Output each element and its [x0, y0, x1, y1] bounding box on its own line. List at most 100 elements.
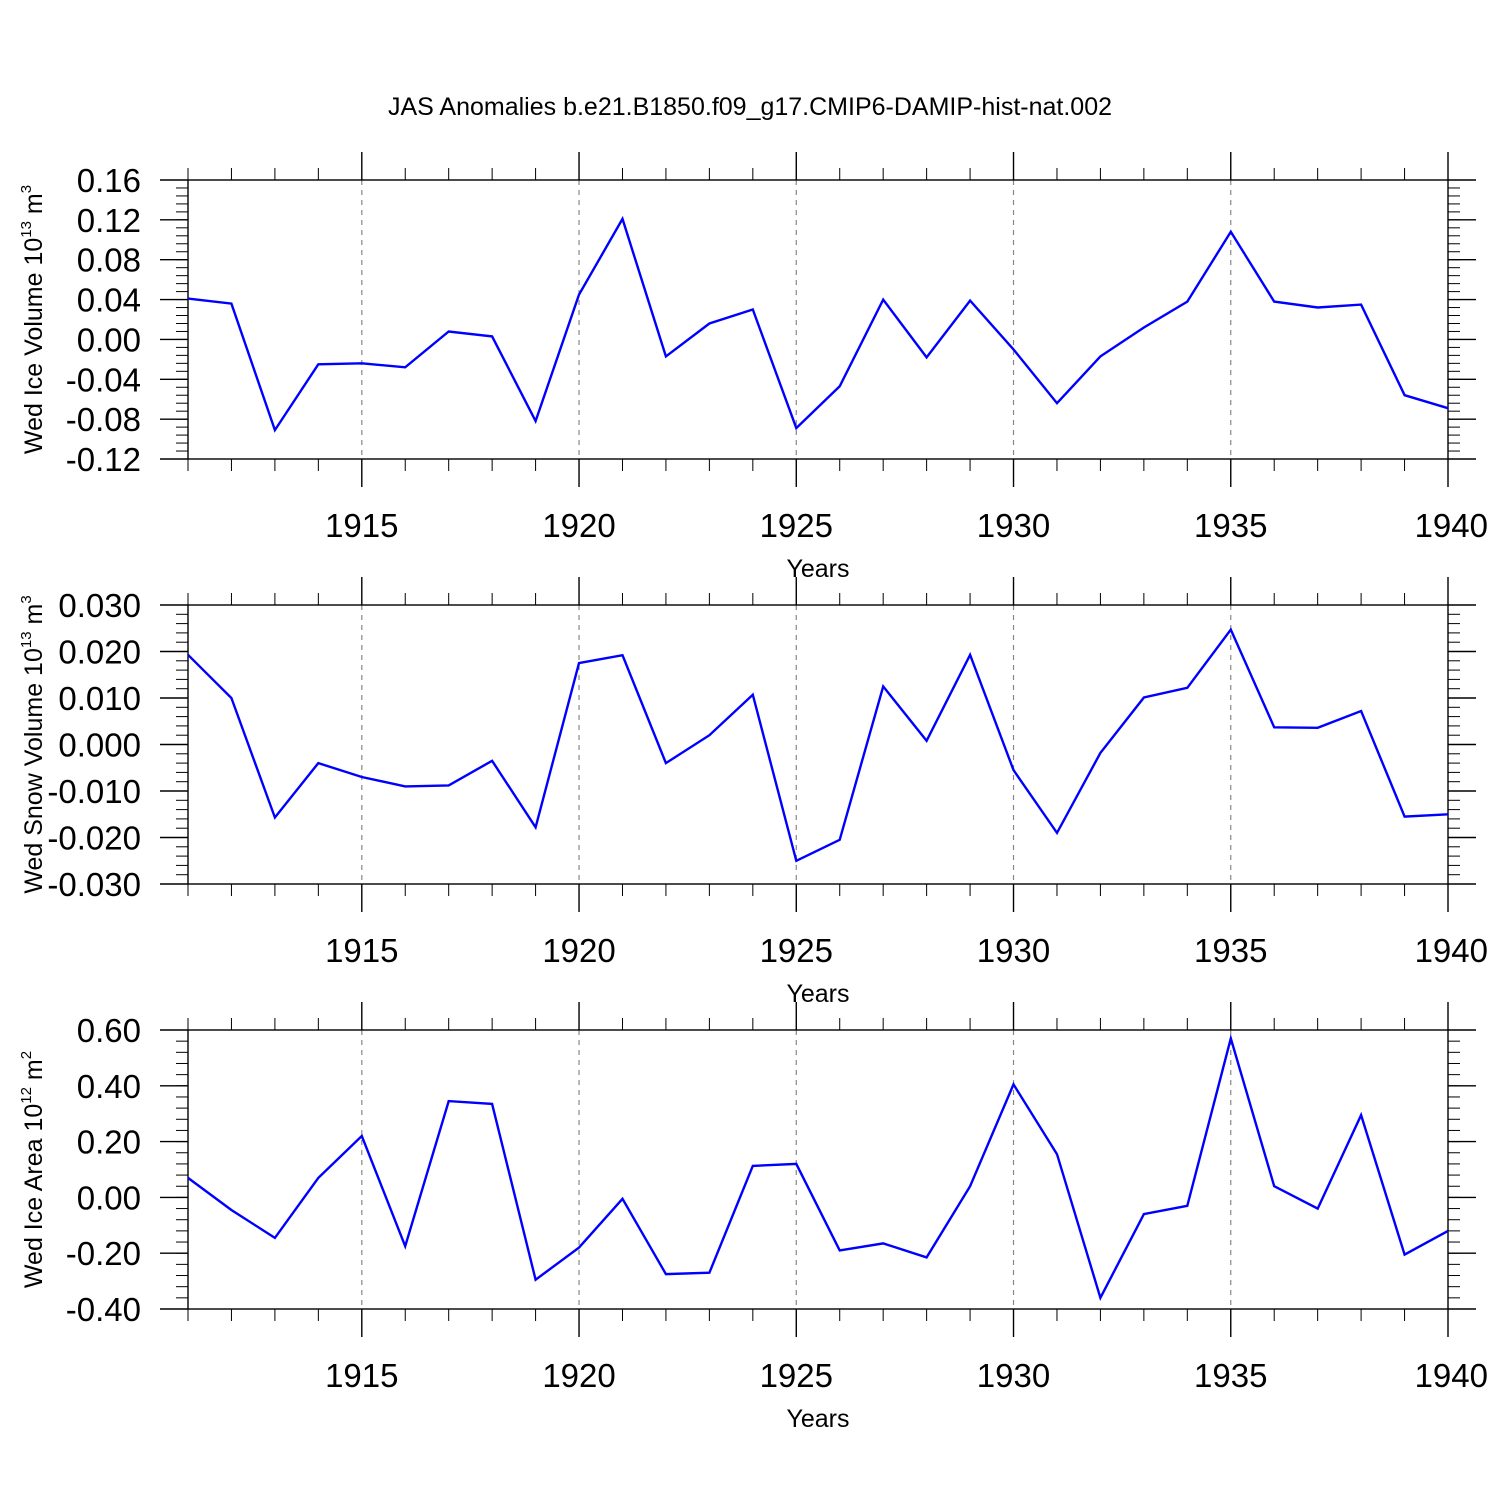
data-point [621, 654, 623, 656]
x-axis-title: Years [786, 980, 849, 1008]
data-point [1143, 1213, 1145, 1215]
data-point [274, 1237, 276, 1239]
y-tick-label: -0.020 [47, 820, 141, 857]
x-tick-label: 1915 [325, 1357, 398, 1394]
x-tick-label: 1915 [325, 507, 398, 544]
y-tick-label: -0.08 [66, 401, 141, 438]
data-point [839, 1249, 841, 1251]
data-point [317, 762, 319, 764]
plot-frame [187, 179, 1449, 460]
data-point [708, 322, 710, 324]
y-tick-label: 0.04 [77, 282, 141, 319]
data-point [1143, 696, 1145, 698]
data-point [1273, 726, 1275, 728]
data-point [925, 356, 927, 358]
data-point [1056, 402, 1058, 404]
y-axis-title: Wed Snow Volume 1013 m3 [18, 595, 48, 893]
data-point [1316, 1207, 1318, 1209]
data-point [491, 760, 493, 762]
x-tick-label: 1920 [542, 1357, 615, 1394]
y-tick-label: 0.08 [77, 242, 141, 279]
data-point [795, 1163, 797, 1165]
data-point [1447, 407, 1449, 409]
y-axis-title-base: Wed Ice Area 10 [20, 1104, 48, 1288]
x-tick-label: 1930 [977, 932, 1050, 969]
data-point [361, 362, 363, 364]
y-tick-label: 0.40 [77, 1068, 141, 1105]
data-point [1273, 300, 1275, 302]
y-tick-label: -0.030 [47, 866, 141, 903]
data-point [1186, 1205, 1188, 1207]
data-point [1360, 303, 1362, 305]
data-point [1056, 1153, 1058, 1155]
data-point [1099, 355, 1101, 357]
data-point [317, 1177, 319, 1179]
x-axis-title: Years [786, 1405, 849, 1433]
data-point [534, 1279, 536, 1281]
y-tick-label: 0.010 [58, 680, 141, 717]
data-point [447, 1100, 449, 1102]
y-tick-label: -0.010 [47, 773, 141, 810]
data-point [1316, 727, 1318, 729]
data-point [1012, 769, 1014, 771]
data-point [491, 1103, 493, 1105]
x-axis-title: Years [786, 555, 849, 583]
data-point [882, 685, 884, 687]
data-point [230, 302, 232, 304]
chart-title: JAS Anomalies b.e21.B1850.f09_g17.CMIP6-… [388, 93, 1112, 121]
data-point [274, 816, 276, 818]
data-point [752, 308, 754, 310]
data-point [187, 654, 189, 656]
y-tick-label: -0.04 [66, 361, 141, 398]
data-point [925, 740, 927, 742]
data-point [1230, 231, 1232, 233]
y-axis-title-exponent: 13 [18, 631, 35, 648]
data-point [621, 1198, 623, 1200]
y-tick-label: -0.20 [66, 1235, 141, 1272]
y-tick-label: 0.00 [77, 321, 141, 358]
data-point [1012, 348, 1014, 350]
data-point [969, 1185, 971, 1187]
y-axis-title-unit-exponent: 2 [18, 1051, 35, 1059]
data-point [1230, 628, 1232, 630]
x-tick-label: 1940 [1415, 507, 1488, 544]
data-point [404, 785, 406, 787]
y-tick-label: 0.030 [58, 587, 141, 624]
data-point [882, 1242, 884, 1244]
y-tick-label: 0.16 [77, 162, 141, 199]
y-axis-title-base: Wed Snow Volume 10 [20, 648, 48, 894]
panel-1: 0.160.120.080.040.00-0.04-0.08-0.12 1915 1… [18, 152, 1488, 583]
data-point [969, 654, 971, 656]
series-line [187, 215, 1449, 433]
data-point [317, 363, 319, 365]
x-tick-label: 1940 [1415, 932, 1488, 969]
y-tick-label: -0.12 [66, 441, 141, 478]
x-tick-label: 1925 [760, 1357, 833, 1394]
x-tick-label: 1935 [1194, 932, 1267, 969]
data-point [665, 1273, 667, 1275]
data-point [795, 427, 797, 429]
data-point [1403, 1253, 1405, 1255]
y-axis-title-exponent: 12 [18, 1087, 35, 1104]
x-tick-label: 1940 [1415, 1357, 1488, 1394]
x-tick-label: 1920 [542, 932, 615, 969]
data-point [578, 662, 580, 664]
data-point [1012, 1083, 1014, 1085]
data-point [534, 420, 536, 422]
series-line [187, 627, 1449, 863]
y-axis-title-unit-exponent: 3 [18, 185, 35, 193]
y-axis-title-unit: m [20, 1059, 48, 1087]
y-axis-title: Wed Ice Volume 1013 m3 [18, 185, 48, 454]
data-point [1360, 1114, 1362, 1116]
data-point [839, 839, 841, 841]
data-point [534, 826, 536, 828]
y-tick-label: -0.40 [66, 1291, 141, 1328]
data-point [1273, 1185, 1275, 1187]
x-tick-label: 1915 [325, 932, 398, 969]
data-point [447, 784, 449, 786]
data-point [752, 1165, 754, 1167]
data-point [1186, 300, 1188, 302]
data-point [187, 1177, 189, 1179]
data-point [839, 385, 841, 387]
